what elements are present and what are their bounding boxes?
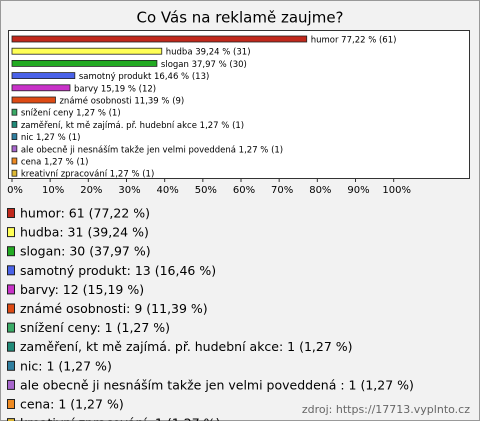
legend-swatch: [7, 303, 15, 314]
legend-label: cena: 1 (1,27 %): [20, 397, 124, 412]
value-label: humor 77,22 % (61): [311, 36, 397, 46]
value-label: cena 1,27 % (1): [21, 158, 89, 168]
x-tick-label: 80%: [309, 185, 331, 196]
bar: [11, 169, 18, 177]
plot-area: [8, 30, 470, 179]
source: zdroj: https://17713.vyplnto.cz: [302, 403, 470, 416]
legend-label: kreativní zpracování: 1 (1,27 %): [20, 416, 220, 421]
bar: [11, 72, 76, 79]
legend-label: zaměření, kt mě zajímá. př. hudební akce…: [20, 339, 353, 354]
value-label: ale obecně ji nesnáším takže jen velmi p…: [21, 144, 283, 155]
x-tick-label: 30%: [118, 185, 140, 196]
value-label: nic 1,27 % (1): [21, 133, 81, 143]
bar: [11, 96, 56, 104]
legend-swatch: [7, 322, 15, 333]
value-label: kreativní zpracování 1,27 % (1): [21, 170, 154, 180]
legend-label: ale obecně ji nesnáším takže jen velmi p…: [20, 377, 414, 392]
legend-label: hudba: 31 (39,24 %): [20, 225, 149, 240]
legend-swatch: [7, 379, 15, 390]
legend-swatch: [7, 360, 15, 371]
bar: [11, 108, 18, 116]
bar: [11, 157, 18, 165]
x-tick-label: 90%: [347, 185, 369, 196]
legend-label: humor: 61 (77,22 %): [20, 206, 150, 221]
bar: [11, 145, 18, 153]
bar: [11, 47, 163, 55]
bar: [11, 60, 158, 67]
x-tick-label: 50%: [195, 185, 217, 196]
bar: [11, 35, 308, 43]
bar: [11, 84, 71, 92]
legend-swatch: [7, 246, 15, 257]
legend-label: samotný produkt: 13 (16,46 %): [20, 263, 216, 278]
legend-swatch: [7, 208, 15, 218]
value-label: zaměření, kt mě zajímá. př. hudební akce…: [21, 121, 244, 131]
bar: [11, 121, 18, 128]
x-tick-label: 40%: [157, 185, 179, 196]
value-label: hudba 39,24 % (31): [166, 48, 251, 58]
legend-label: barvy: 12 (15,19 %): [20, 282, 144, 297]
value-label: snížení ceny 1,27 % (1): [21, 109, 121, 119]
legend-swatch: [7, 418, 15, 421]
legend-swatch: [7, 284, 15, 295]
x-tick-label: 70%: [271, 185, 293, 196]
chart-title: Co Vás na reklamě zaujme?: [136, 9, 343, 27]
legend-label: nic: 1 (1,27 %): [20, 358, 112, 373]
value-label: slogan 37,97 % (30): [161, 60, 247, 70]
legend-label: slogan: 30 (37,97 %): [20, 244, 151, 259]
legend-swatch: [7, 399, 15, 409]
legend-label: známé osobnosti: 9 (11,39 %): [20, 301, 208, 316]
x-tick-label: 20%: [80, 185, 102, 196]
x-tick-label: 0%: [7, 185, 23, 196]
bar: [11, 133, 18, 141]
value-label: barvy 15,19 % (12): [74, 84, 156, 94]
x-tick-label: 10%: [42, 185, 64, 196]
legend-swatch: [7, 227, 15, 238]
x-tick-label: 100%: [382, 185, 411, 196]
x-tick-label: 60%: [233, 185, 255, 196]
legend-swatch: [7, 341, 15, 352]
value-label: známé osobnosti 11,39 % (9): [59, 96, 184, 107]
value-label: samotný produkt 16,46 % (13): [79, 72, 209, 82]
legend-label: snížení ceny: 1 (1,27 %): [20, 320, 170, 335]
legend-swatch: [7, 265, 15, 276]
